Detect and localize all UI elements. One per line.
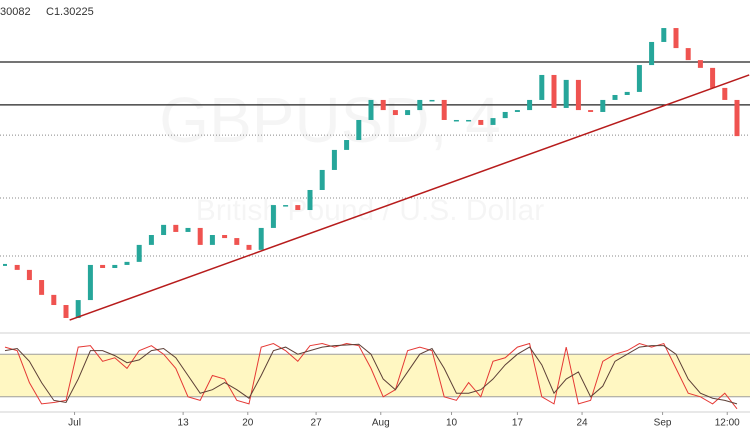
candle-body <box>209 235 215 245</box>
candle-body <box>588 110 594 112</box>
candle-body <box>661 28 667 42</box>
x-tick-label: 27 <box>311 418 323 429</box>
candle-body <box>539 74 545 100</box>
candle-body <box>148 235 154 245</box>
x-tick-label: Jul <box>68 418 81 429</box>
candle-body <box>319 169 325 190</box>
candle-body <box>356 119 362 141</box>
candle-body <box>734 99 740 137</box>
candle-body <box>673 28 679 49</box>
candle-body <box>87 264 93 301</box>
candle-body <box>14 264 20 270</box>
candle-body <box>258 227 264 250</box>
candle-body <box>405 110 411 116</box>
x-tick-label: 12:00 <box>715 418 740 429</box>
candle-body <box>246 244 252 250</box>
x-tick-label: 17 <box>512 418 524 429</box>
candle-body <box>185 227 191 232</box>
x-tick-label: 24 <box>576 418 588 429</box>
ohlc-low: 30082 <box>0 6 31 18</box>
x-tick-label: 13 <box>178 418 190 429</box>
candle-body <box>124 261 130 265</box>
candle-body <box>685 48 691 61</box>
candle-body <box>173 224 179 232</box>
candle-body <box>51 294 57 306</box>
candle-body <box>624 91 630 95</box>
candle-body <box>380 99 386 111</box>
trendline <box>69 74 750 321</box>
candle-body <box>722 87 728 100</box>
candle-body <box>527 99 533 111</box>
candle-body <box>344 140 350 150</box>
candle-body <box>331 149 337 170</box>
candle-body <box>478 119 484 125</box>
watermark: GBPUSD, 4 <box>159 84 500 156</box>
candle-body <box>295 205 301 211</box>
candle-body <box>453 119 459 122</box>
candle-body <box>563 79 569 108</box>
candle-body <box>283 205 289 207</box>
candle-body <box>466 119 472 122</box>
x-tick-label: Aug <box>372 418 390 429</box>
candle-body <box>514 110 520 112</box>
candle-body <box>26 269 32 281</box>
ohlc-close: C1.30225 <box>46 6 94 18</box>
candle-body <box>490 118 496 125</box>
stoch-band <box>0 354 750 397</box>
candle-body <box>222 235 228 239</box>
candle-body <box>502 111 508 119</box>
candle-body <box>112 264 118 269</box>
x-tick-label: 10 <box>446 418 458 429</box>
x-tick-label: Sep <box>654 418 672 429</box>
candle-body <box>551 74 557 108</box>
candle-body <box>417 99 423 111</box>
candle-body <box>600 99 606 112</box>
stoch-line <box>4 342 738 410</box>
candle-body <box>649 41 655 66</box>
candle-body <box>636 65 642 92</box>
candle-body <box>392 110 398 116</box>
candle-body <box>697 60 703 68</box>
stoch-line <box>4 343 738 405</box>
x-tick-label: 20 <box>242 418 254 429</box>
candle-body <box>234 238 240 245</box>
candle-body <box>441 99 447 120</box>
candle-body <box>368 99 374 120</box>
candle-body <box>270 205 276 228</box>
candle-body <box>63 305 69 318</box>
candle-body <box>429 99 435 102</box>
candle-body <box>307 189 313 211</box>
candle-body <box>197 227 203 245</box>
candle-body <box>39 280 45 295</box>
candle-body <box>75 300 81 318</box>
candle-body <box>575 79 581 111</box>
candle-body <box>710 67 716 88</box>
candle-body <box>100 264 106 269</box>
candle-body <box>136 244 142 262</box>
candle-body <box>3 263 7 266</box>
watermark-subtitle: British Pound / U.S. Dollar <box>196 194 544 227</box>
candle-body <box>161 224 167 236</box>
candle-body <box>612 94 618 100</box>
